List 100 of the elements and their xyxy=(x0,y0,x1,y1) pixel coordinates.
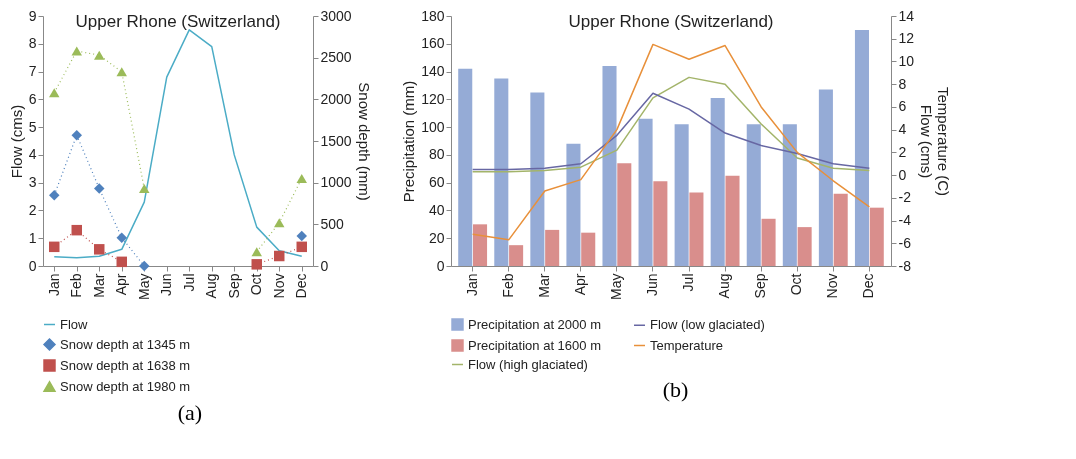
line-series xyxy=(471,76,871,173)
y-tick-label: 40 xyxy=(428,201,445,218)
x-tick-label: Dec xyxy=(860,273,877,299)
x-tick-label: Aug xyxy=(203,273,220,299)
bar xyxy=(494,78,509,266)
y2-tick-label: 2500 xyxy=(320,49,352,66)
bar xyxy=(746,124,761,266)
y2-tick-label: 14 xyxy=(898,7,915,24)
bar xyxy=(725,175,740,266)
x-tick-label: May xyxy=(135,273,152,300)
x-tick-label: Aug xyxy=(716,273,733,299)
y2-tick-label: 1500 xyxy=(320,132,352,149)
point xyxy=(251,247,262,257)
point xyxy=(94,50,105,60)
bar xyxy=(761,218,776,266)
y-tick-label: 4 xyxy=(28,146,37,163)
bar xyxy=(782,124,797,266)
y2-tick-label: 2 xyxy=(898,143,907,160)
y-tick-label: 100 xyxy=(421,118,445,135)
point xyxy=(71,46,82,56)
chart-title: Upper Rhone (Switzerland) xyxy=(75,12,281,31)
bar xyxy=(854,29,869,266)
y2-tick-label: 6 xyxy=(898,98,907,115)
bar xyxy=(458,68,473,266)
bar xyxy=(617,163,632,266)
legend-label: Snow depth at 1638 m xyxy=(60,357,191,373)
y-tick-label: 6 xyxy=(28,90,37,107)
x-tick-label: Mar xyxy=(90,273,107,298)
y2-tick-label: 4 xyxy=(898,121,907,138)
line-series xyxy=(471,92,871,171)
x-tick-label: Jun xyxy=(643,273,660,297)
y-tick-label: 5 xyxy=(28,118,37,135)
y2-tick-label: 0 xyxy=(898,166,907,183)
point xyxy=(94,244,105,255)
text: (b) xyxy=(662,377,689,403)
point xyxy=(139,183,150,194)
y-tick-label: 1 xyxy=(28,229,37,246)
y-tick-label: 180 xyxy=(421,7,445,24)
point xyxy=(116,232,127,243)
bar xyxy=(869,207,884,266)
y2-tick-label: 1000 xyxy=(320,174,352,191)
bar xyxy=(833,193,848,266)
bar xyxy=(710,97,725,266)
point xyxy=(274,218,285,228)
y2-tick-label: 500 xyxy=(320,215,345,232)
x-tick-label: Feb xyxy=(68,273,85,298)
point xyxy=(296,173,307,184)
y2-tick-label: -2 xyxy=(898,189,912,206)
x-tick-label: Sep xyxy=(752,273,769,299)
y2-tick-label: -8 xyxy=(898,257,912,274)
y-tick-label: 0 xyxy=(28,257,37,274)
legend-label: Temperature xyxy=(650,337,723,353)
x-tick-label: Apr xyxy=(571,273,588,296)
y-tick-label: 80 xyxy=(428,146,445,163)
x-tick-label: Feb xyxy=(499,273,516,298)
point xyxy=(94,183,105,194)
x-tick-label: Dec xyxy=(293,273,310,299)
bar xyxy=(638,118,653,266)
point xyxy=(296,230,307,242)
y2-tick-label: 10 xyxy=(898,52,915,69)
y2-axis-title: Temperature (C) Flow (cms) xyxy=(918,86,953,197)
y-tick-label: 0 xyxy=(436,257,445,274)
y-tick-label: 9 xyxy=(28,7,37,24)
x-tick-label: Jan xyxy=(45,273,62,297)
point xyxy=(49,88,60,98)
bar xyxy=(797,227,812,266)
bar xyxy=(566,143,581,266)
point xyxy=(49,241,60,253)
point xyxy=(274,250,285,262)
bar xyxy=(602,66,617,266)
text: (a) xyxy=(177,400,203,426)
legend-label: Precipitation at 2000 m xyxy=(468,316,601,332)
bar xyxy=(653,181,668,266)
x-tick-label: Oct xyxy=(788,273,805,296)
point xyxy=(296,241,307,253)
y-axis-title: Precipitation (mm) xyxy=(400,80,418,203)
y2-tick-label: 8 xyxy=(898,75,907,92)
legend-label: Snow depth at 1980 m xyxy=(60,378,191,394)
x-tick-label: Jul xyxy=(180,273,197,292)
y-tick-label: 8 xyxy=(28,35,37,52)
y-tick-label: 60 xyxy=(428,174,445,191)
x-tick-label: Jun xyxy=(158,273,175,297)
legend-label: Flow xyxy=(60,316,89,332)
bar xyxy=(530,92,545,266)
y-tick-label: 2 xyxy=(28,201,37,218)
y-tick-label: 160 xyxy=(421,35,445,52)
point xyxy=(251,259,262,270)
x-tick-label: Jul xyxy=(680,273,697,292)
y-tick-label: 3 xyxy=(28,174,37,191)
legend-label: Snow depth at 1345 m xyxy=(60,336,191,352)
bar xyxy=(689,192,704,266)
bar xyxy=(818,89,833,266)
bar xyxy=(674,124,689,266)
bar xyxy=(509,245,524,266)
y2-tick-label: 0 xyxy=(320,257,329,274)
x-tick-label: Apr xyxy=(113,273,130,296)
y2-tick-label: 3000 xyxy=(320,7,352,24)
point xyxy=(71,224,82,236)
x-tick-label: Jan xyxy=(463,273,480,297)
y2-tick-label: 2000 xyxy=(320,90,352,107)
